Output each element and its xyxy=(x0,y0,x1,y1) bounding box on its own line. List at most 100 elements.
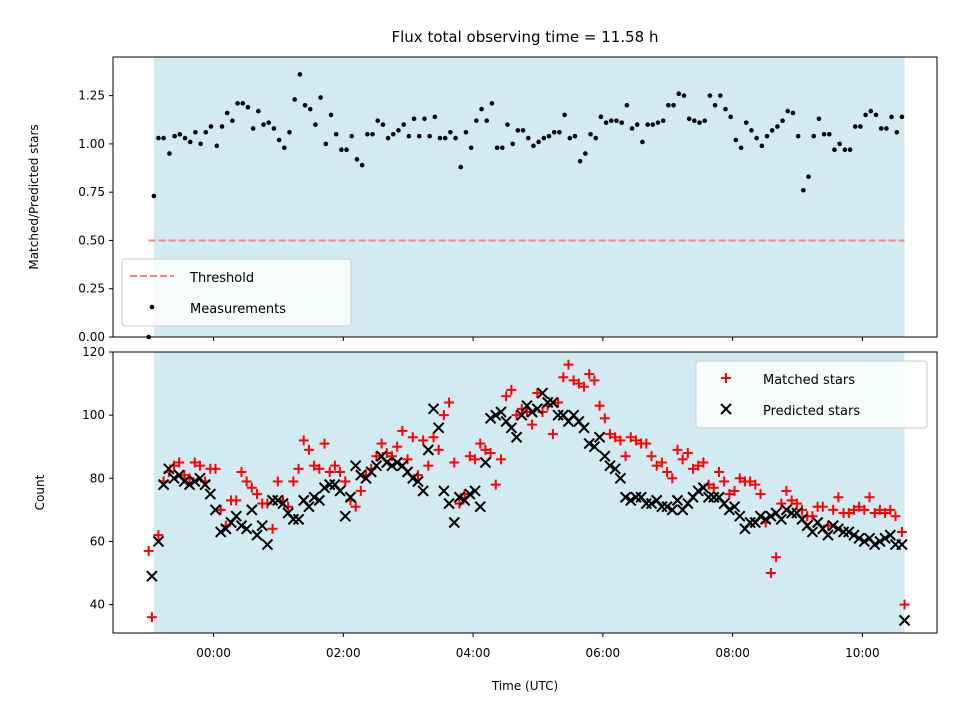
measurement-point xyxy=(520,128,526,133)
measurement-point xyxy=(427,133,432,139)
predicted-star-point-b xyxy=(396,459,409,472)
predicted-star-point xyxy=(391,456,403,469)
predicted-star-point-b xyxy=(214,526,227,538)
x-tick-label: 06:00 xyxy=(586,646,621,660)
predicted-star-point-b xyxy=(796,513,808,526)
predicted-star-point-b xyxy=(666,504,678,516)
predicted-star-point-b xyxy=(837,526,850,538)
predicted-star-point xyxy=(339,510,351,522)
matched-star-point xyxy=(444,397,455,408)
predicted-star-point-b xyxy=(780,504,793,516)
measurement-point xyxy=(769,128,775,133)
x-axis-label: Time (UTC) xyxy=(491,679,558,693)
measurement-point xyxy=(681,93,687,98)
measurement-point xyxy=(790,110,796,116)
predicted-star-point xyxy=(708,491,720,503)
predicted-star-point xyxy=(671,494,684,507)
measurement-point xyxy=(567,135,573,141)
top-y-tick-label: 1.25 xyxy=(78,89,105,103)
bottom-y-tick-label: 100 xyxy=(82,408,105,422)
predicted-star-point xyxy=(775,513,787,526)
predicted-star-point-b xyxy=(863,532,876,544)
measurement-point xyxy=(287,130,292,135)
predicted-star-point-b xyxy=(370,459,383,472)
matched-star-point xyxy=(677,454,688,465)
predicted-star-point xyxy=(432,422,445,434)
measurement-point xyxy=(161,135,166,141)
matched-star-point xyxy=(340,476,351,487)
measurement-point xyxy=(619,120,624,125)
measurement-point xyxy=(842,147,848,152)
predicted-star-point-b xyxy=(334,485,346,497)
predicted-star-point xyxy=(645,497,658,510)
matched-star-point xyxy=(428,432,439,443)
predicted-star-point xyxy=(760,513,772,526)
matched-star-point xyxy=(688,463,699,474)
predicted-star-point xyxy=(547,396,559,409)
measurement-point xyxy=(759,143,765,149)
predicted-star-point-b xyxy=(625,494,637,507)
x-tick-label: 02:00 xyxy=(326,646,361,660)
matched-star-point xyxy=(579,381,590,392)
predicted-star-point-b xyxy=(344,491,357,503)
measurement-point xyxy=(775,124,780,129)
predicted-star-point-b xyxy=(448,516,460,529)
measurement-point xyxy=(541,135,547,141)
predicted-star-point xyxy=(734,510,746,522)
matched-star-point xyxy=(573,378,584,389)
count-points xyxy=(143,359,911,627)
predicted-star-point-b xyxy=(604,459,616,472)
predicted-star-point-b xyxy=(898,614,911,627)
predicted-star-point-b xyxy=(427,403,440,415)
predicted-star-point-b xyxy=(495,406,507,418)
predicted-star-point-b xyxy=(765,510,777,522)
predicted-star-point xyxy=(490,409,502,421)
predicted-star-point xyxy=(277,497,289,510)
predicted-star-point-b xyxy=(775,513,787,526)
predicted-star-point xyxy=(422,444,435,456)
x-tick-label: 08:00 xyxy=(715,646,750,660)
measurement-point xyxy=(686,116,692,122)
top-panel: 0.00 0.25 0.50 0.75 1.00 1.25 Matched/Predict… xyxy=(27,56,938,344)
predicted-star-point-b xyxy=(744,516,756,529)
matched-star-point xyxy=(781,485,792,496)
measurement-point xyxy=(468,145,474,151)
predicted-star-point xyxy=(599,450,611,462)
predicted-star-point-b xyxy=(728,501,741,513)
predicted-star-point xyxy=(822,529,834,541)
predicted-star-point xyxy=(240,523,253,535)
predicted-star-point-b xyxy=(391,456,403,469)
matched-star-point xyxy=(236,466,247,477)
matched-star-point xyxy=(651,460,662,471)
predicted-star-point xyxy=(417,485,429,497)
matched-star-point xyxy=(267,523,278,534)
matched-star-point xyxy=(215,504,226,515)
predicted-star-point xyxy=(619,491,632,503)
measurement-point xyxy=(795,133,801,139)
predicted-star-point-b xyxy=(656,501,668,513)
predicted-star-point xyxy=(588,441,601,453)
predicted-star-point xyxy=(163,463,175,475)
top-y-tick-label: 0.00 xyxy=(78,330,105,344)
measurement-point xyxy=(666,102,671,108)
predicted-star-point-b xyxy=(386,459,398,472)
predicted-star-point-b xyxy=(474,501,486,513)
measurement-point xyxy=(416,133,422,139)
predicted-star-point-b xyxy=(521,399,533,412)
predicted-star-point-b xyxy=(588,441,601,453)
matched-star-point xyxy=(386,451,397,462)
predicted-star-point xyxy=(334,485,346,497)
bottom-ticks: 40 60 80 100 120 00:00 02:00 04:00 06:00 08:00 10:… xyxy=(82,345,880,660)
matched-star-point xyxy=(397,425,408,436)
predicted-star-point-b xyxy=(261,538,274,551)
measurement-point xyxy=(531,143,536,149)
measurement-point xyxy=(608,118,614,124)
measurement-point xyxy=(396,128,401,133)
predicted-star-point xyxy=(526,406,538,418)
predicted-star-point-b xyxy=(407,472,419,484)
matched-star-point xyxy=(859,504,870,515)
matched-star-point xyxy=(527,419,538,430)
matched-star-point xyxy=(470,454,481,465)
predicted-star-point xyxy=(246,504,258,516)
